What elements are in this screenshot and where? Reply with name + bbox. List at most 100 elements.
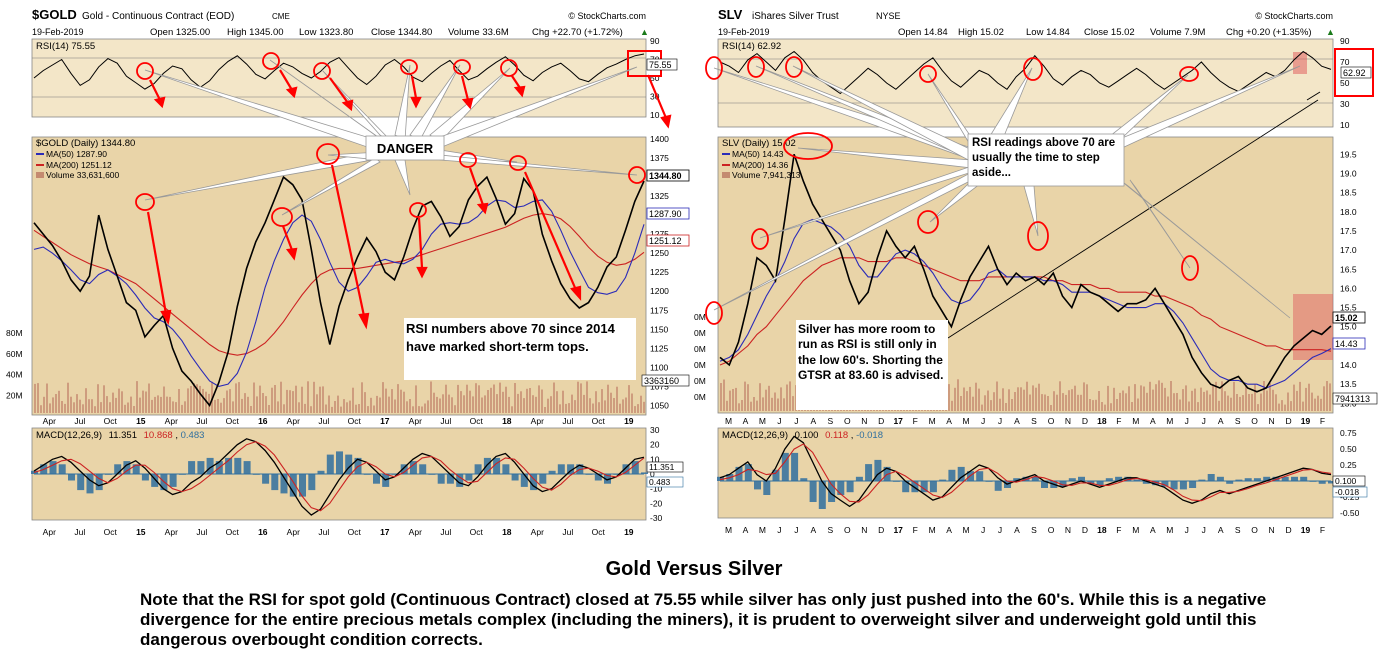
silver-volume-bar [1191, 390, 1193, 411]
silver-macd-v1: 0.100 [795, 430, 819, 441]
gold-price-tick-label: 1275 [650, 229, 669, 239]
gold-volume-bar [562, 390, 564, 413]
silver-macd-hist-bar [865, 464, 873, 481]
silver-price-x-label: M [725, 416, 732, 426]
gold-volume-bar [568, 403, 570, 413]
gold-macd-hist-bar [262, 474, 270, 484]
silver-close-value-label: 15.02 [1335, 313, 1358, 323]
silver-volume-bar [1170, 381, 1172, 411]
gold-volume-bar [586, 381, 588, 413]
gold-macd-hist-bar [58, 464, 66, 474]
gold-volume-bar [421, 406, 423, 413]
gold-red-arrow [523, 171, 578, 291]
gold-close-value-label: 1344.80 [649, 171, 682, 181]
silver-volume-bar [1188, 401, 1190, 411]
gold-volume-bar [184, 401, 186, 413]
silver-volume-bar [1158, 380, 1160, 411]
gold-macd-hist-bar [271, 474, 279, 491]
silver-volume-bar [1032, 385, 1034, 411]
silver-rsi-tick-label: 10 [1340, 120, 1350, 130]
silver-volume-bar [972, 396, 974, 411]
silver-price-x-label: A [1218, 416, 1224, 426]
silver-volume-bar [753, 397, 755, 411]
silver-volume-bar [1176, 393, 1178, 411]
silver-macd-hist-bar [1263, 476, 1271, 481]
gold-volume-bar [166, 396, 168, 413]
silver-volume-bar [981, 404, 983, 411]
gold-volume-bar [115, 397, 117, 413]
gold-macd-hist-bar [326, 454, 334, 474]
silver-price-tick-label: 17.5 [1340, 226, 1357, 236]
silver-price-x-label: O [844, 416, 851, 426]
silver-macd-x-label: D [878, 525, 884, 535]
gold-price-x-label: Jul [562, 416, 573, 426]
silver-volume-bar [1056, 394, 1058, 411]
silver-macd-hist-bar [855, 476, 863, 481]
silver-macd-hist-bar [911, 481, 919, 493]
silver-note-text: Silver has more room to run as RSI is st… [798, 322, 944, 382]
silver-macd-signal-line [719, 443, 1332, 503]
silver-volume-bar [1080, 394, 1082, 411]
silver-legend-ma50: MA(50) 14.43 [732, 149, 784, 159]
silver-macd-x-label: M [1166, 525, 1173, 535]
silver-macd-hist-bar [994, 481, 1002, 491]
silver-volume-bar [1242, 395, 1244, 411]
gold-macd-hist-bar [169, 474, 177, 487]
gold-volume-bar [631, 393, 633, 413]
gold-rsi-tick-label: 90 [650, 36, 660, 46]
silver-volume-bar [762, 397, 764, 411]
gold-volume-value-label: 3363160 [644, 376, 679, 386]
gold-volume-bar [508, 396, 510, 413]
gold-price-tick-label: 1050 [650, 400, 669, 410]
silver-volume-bar [1275, 394, 1277, 411]
gold-price-tick-label: 1225 [650, 267, 669, 277]
gold-note-text: RSI numbers above 70 since 2014 have mar… [406, 321, 615, 354]
gold-volume-bar [442, 394, 444, 413]
gold-volume-bar [445, 384, 447, 413]
silver-macd-hist-bar [948, 469, 956, 481]
silver-macd-hist-bar [1087, 481, 1095, 484]
silver-watermark: © StockCharts.com [1255, 11, 1333, 21]
silver-price-shade [1293, 294, 1333, 360]
gold-volume-bar [643, 401, 645, 413]
gold-macd-hist-bar [289, 474, 297, 497]
gold-legend-ma50: MA(50) 1287.90 [46, 149, 107, 159]
gold-price-peak-circle [628, 166, 646, 184]
gold-volume-tick-label: 40M [6, 370, 23, 380]
gold-volume-bar [103, 385, 105, 413]
silver-price-tick-label: 14.0 [1340, 360, 1357, 370]
gold-price-peak-circle [271, 207, 293, 227]
silver-macd-hist-bar [1170, 481, 1178, 490]
gold-watermark: © StockCharts.com [568, 11, 646, 21]
gold-macd-hist-bar [631, 461, 639, 474]
silver-macd-x-label: F [913, 525, 918, 535]
gold-price-x-label: Apr [43, 416, 56, 426]
silver-volume-bar [1068, 390, 1070, 411]
silver-macd-hist-bar [763, 481, 771, 495]
gold-volume-bar [490, 387, 492, 413]
gold-macd-hist-bar [548, 470, 556, 474]
gold-price-peak-circle [409, 202, 427, 218]
gold-volume-bar [88, 399, 90, 413]
silver-macd-panel [717, 427, 1334, 519]
caption-title: Gold Versus Silver [605, 558, 783, 580]
gold-macd-hist-bar [530, 474, 538, 491]
silver-low: Low 14.84 [1026, 27, 1070, 38]
silver-price-peak-circle [705, 301, 723, 325]
gold-volume-bar [598, 402, 600, 413]
gold-volume-bar [517, 393, 519, 413]
silver-volume-bar [1233, 381, 1235, 411]
silver-volume-bar [1065, 394, 1067, 411]
silver-macd-hist-bar [1328, 481, 1335, 484]
silver-volume-bar [1287, 392, 1289, 411]
gold-volume-bar [235, 383, 237, 413]
gold-volume-tick-label: 60M [6, 349, 23, 359]
silver-volume-bar [963, 387, 965, 411]
silver-volume-bar [1290, 401, 1292, 411]
gold-macd-hist-bar [539, 474, 547, 484]
gold-volume-bar [592, 403, 594, 413]
silver-macd-hist-bar [772, 469, 780, 481]
silver-volume-bar [1206, 390, 1208, 411]
silver-volume-bar [1281, 400, 1283, 411]
silver-volume-bar [1026, 381, 1028, 411]
